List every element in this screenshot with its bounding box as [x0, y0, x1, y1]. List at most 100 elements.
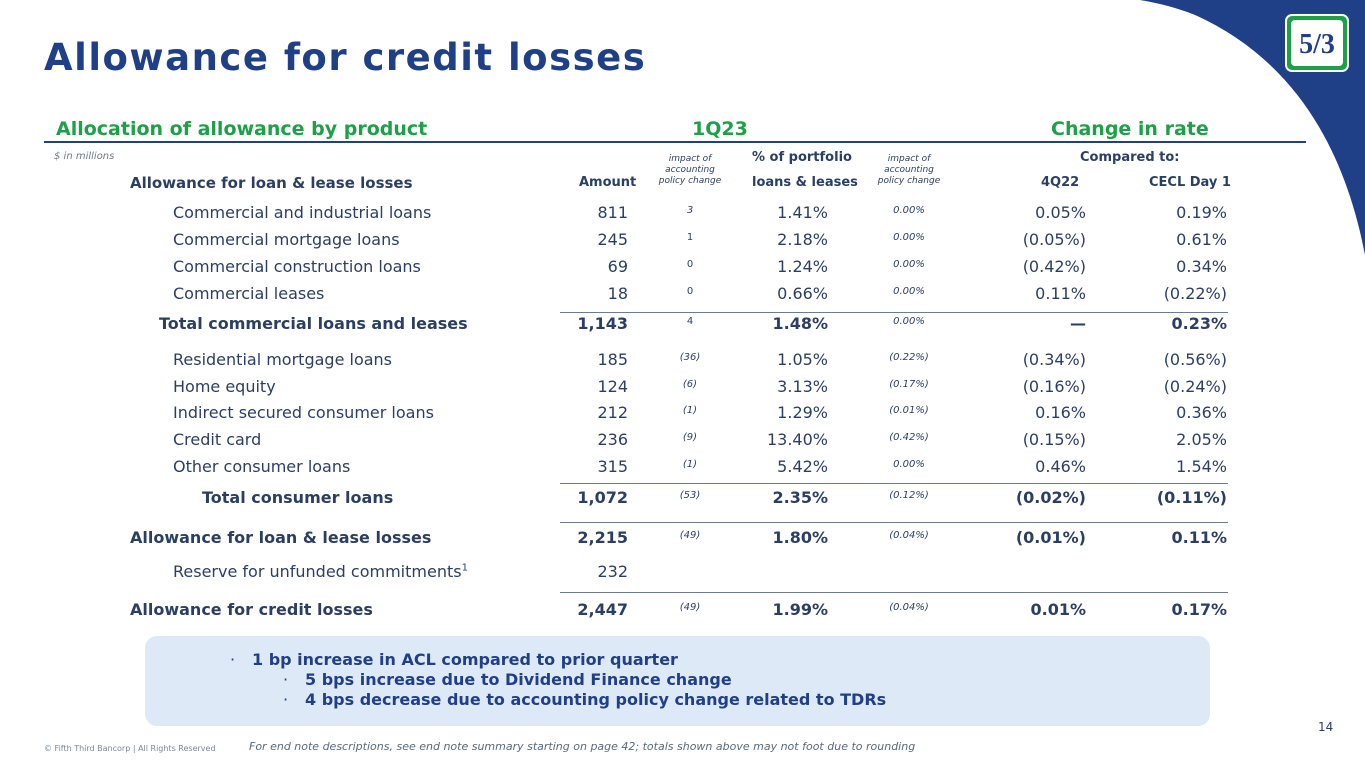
- row-label: Indirect secured consumer loans: [173, 403, 434, 422]
- header-rule: [44, 141, 1306, 143]
- row-label: Home equity: [173, 377, 276, 396]
- row-amount: 232: [597, 562, 628, 581]
- logo-text: 5/3: [1299, 29, 1335, 60]
- row-pct: 1.80%: [772, 528, 828, 547]
- row-pct-impact: (0.04%): [889, 530, 929, 541]
- row-pct: 3.13%: [777, 377, 828, 396]
- table-row: Total consumer loans 1,072 (53) 2.35% (0.12%…: [0, 488, 1365, 512]
- row-impact: (9): [682, 432, 698, 443]
- row-label: Reserve for unfunded commitments1: [173, 562, 468, 581]
- row-pct-impact: (0.22%): [889, 352, 929, 363]
- row-pct-impact: (0.04%): [889, 602, 929, 613]
- row-pct-impact: 0.00%: [893, 286, 925, 297]
- row-amount: 811: [597, 203, 628, 222]
- row-pct-impact: (0.01%): [889, 405, 929, 416]
- table-row: Home equity 124 (6) 3.13% (0.17%) (0.16%) (0.2…: [0, 377, 1365, 401]
- row-amount: 2,447: [577, 600, 628, 619]
- row-pct: 1.29%: [777, 403, 828, 422]
- row-pct: 13.40%: [766, 430, 828, 449]
- row-cecl: 1.54%: [1176, 457, 1227, 476]
- row-impact: (49): [679, 602, 701, 613]
- row-pct-impact: (0.42%): [889, 432, 929, 443]
- row-4q22: 0.01%: [1030, 600, 1086, 619]
- row-4q22: (0.34%): [1022, 350, 1086, 369]
- row-pct: 2.18%: [777, 230, 828, 249]
- col-pct-bottom: loans & leases: [752, 175, 858, 190]
- row-cecl: 0.23%: [1171, 314, 1227, 333]
- row-impact: (53): [679, 490, 701, 501]
- table-row: Commercial and industrial loans 811 3 1.41%…: [0, 203, 1365, 227]
- page-title: Allowance for credit losses: [44, 36, 647, 79]
- col-impact-2: impact of accounting policy change: [877, 154, 941, 186]
- row-cecl: 0.61%: [1176, 230, 1227, 249]
- row-impact: 4: [686, 316, 694, 327]
- row-label: Commercial construction loans: [173, 257, 421, 276]
- row-impact: 1: [686, 232, 694, 243]
- row-4q22: 0.46%: [1035, 457, 1086, 476]
- commentary-box: [145, 636, 1210, 726]
- row-amount: 315: [597, 457, 628, 476]
- row-4q22: 0.11%: [1035, 284, 1086, 303]
- row-cecl: (0.11%): [1156, 488, 1227, 507]
- row-label: Total consumer loans: [202, 488, 394, 507]
- separator-allowance: [560, 522, 1228, 523]
- row-pct-impact: 0.00%: [893, 259, 925, 270]
- row-pct: 1.24%: [777, 257, 828, 276]
- row-label: Total commercial loans and leases: [159, 314, 468, 333]
- page-number: 14: [1318, 720, 1334, 734]
- row-cecl: 0.19%: [1176, 203, 1227, 222]
- row-cecl: 0.34%: [1176, 257, 1227, 276]
- row-cecl: 0.17%: [1171, 600, 1227, 619]
- row-pct: 1.41%: [777, 203, 828, 222]
- table-row: Commercial mortgage loans 245 1 2.18% 0.00% (…: [0, 230, 1365, 254]
- row-impact: 0: [686, 259, 694, 270]
- row-amount: 1,143: [577, 314, 628, 333]
- row-4q22: (0.15%): [1022, 430, 1086, 449]
- row-label: Other consumer loans: [173, 457, 351, 476]
- table-row: Other consumer loans 315 (1) 5.42% 0.00% 0.46…: [0, 457, 1365, 481]
- row-cecl: (0.22%): [1163, 284, 1227, 303]
- row-impact: 3: [686, 205, 694, 216]
- row-4q22: (0.02%): [1015, 488, 1086, 507]
- col-compared: Compared to:: [1080, 150, 1180, 165]
- row-label: Commercial and industrial loans: [173, 203, 432, 222]
- separator-consumer: [560, 483, 1228, 484]
- row-pct-impact: 0.00%: [893, 459, 925, 470]
- separator-commercial: [560, 312, 1228, 313]
- row-cecl: 2.05%: [1176, 430, 1227, 449]
- row-pct-impact: 0.00%: [893, 316, 925, 327]
- row-cecl: (0.56%): [1163, 350, 1227, 369]
- row-impact: (1): [682, 459, 698, 470]
- copyright: © Fifth Third Bancorp | All Rights Reser…: [44, 744, 216, 753]
- row-label: Commercial leases: [173, 284, 325, 303]
- fifth-third-logo: 5/3: [1285, 14, 1349, 72]
- row-pct-impact: 0.00%: [893, 205, 925, 216]
- row-amount: 236: [597, 430, 628, 449]
- row-pct-impact: (0.12%): [889, 490, 929, 501]
- footnote-marker: 1: [461, 562, 468, 574]
- units-note: $ in millions: [54, 151, 115, 162]
- row-4q22: (0.16%): [1022, 377, 1086, 396]
- section-header-allocation: Allocation of allowance by product: [56, 118, 428, 140]
- table-row: Indirect secured consumer loans 212 (1) 1.2…: [0, 403, 1365, 427]
- row-impact: 0: [686, 286, 694, 297]
- bullet-2: · 5 bps increase due to Dividend Finance …: [283, 670, 732, 689]
- row-pct: 1.48%: [772, 314, 828, 333]
- row-amount: 1,072: [577, 488, 628, 507]
- row-amount: 124: [597, 377, 628, 396]
- row-pct-impact: 0.00%: [893, 232, 925, 243]
- separator-reserve: [560, 592, 1228, 593]
- row-impact: (49): [679, 530, 701, 541]
- row-4q22: (0.42%): [1022, 257, 1086, 276]
- row-cecl: 0.36%: [1176, 403, 1227, 422]
- col-label: Allowance for loan & lease losses: [130, 174, 413, 192]
- footnote: For end note descriptions, see end note …: [249, 740, 916, 753]
- row-impact: (36): [679, 352, 701, 363]
- row-4q22: (0.05%): [1022, 230, 1086, 249]
- table-row: Total commercial loans and leases 1,143 4 1…: [0, 314, 1365, 338]
- row-pct: 5.42%: [777, 457, 828, 476]
- col-cecl: CECL Day 1: [1149, 175, 1231, 190]
- row-label: Commercial mortgage loans: [173, 230, 400, 249]
- bullet-1: · 1 bp increase in ACL compared to prior …: [230, 650, 678, 669]
- table-row: Commercial construction loans 69 0 1.24% 0.0…: [0, 257, 1365, 281]
